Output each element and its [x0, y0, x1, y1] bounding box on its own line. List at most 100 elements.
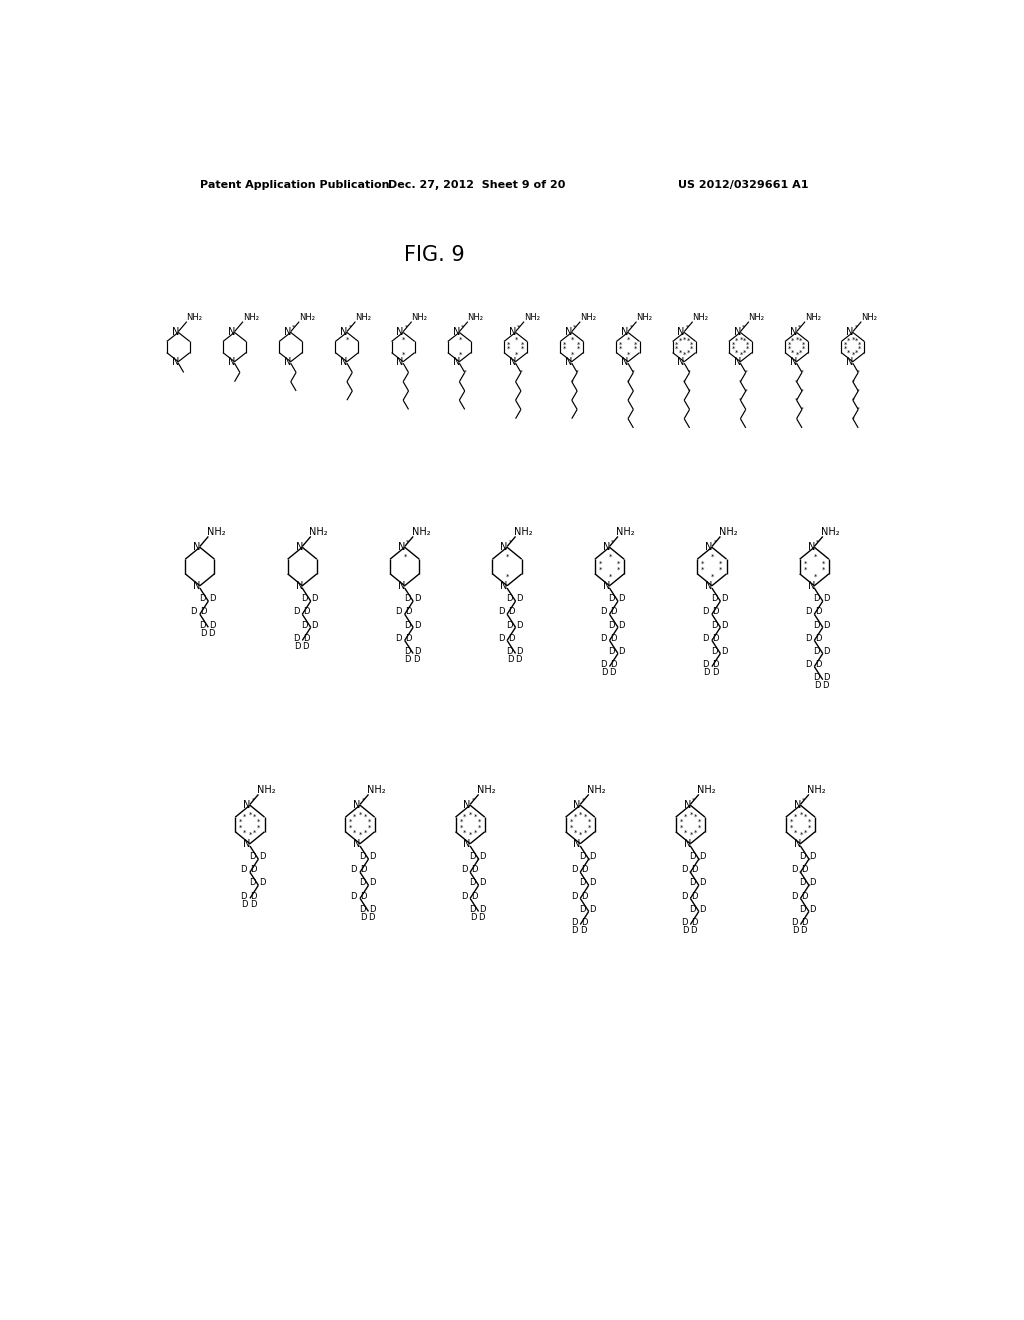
Text: D: D	[689, 879, 696, 887]
Text: D: D	[805, 634, 811, 643]
Text: D: D	[801, 891, 808, 900]
Text: D: D	[498, 607, 504, 616]
Text: D: D	[823, 594, 829, 603]
Text: *: *	[844, 342, 847, 348]
Text: N: N	[464, 800, 471, 809]
Text: D: D	[712, 668, 718, 677]
Text: *: *	[477, 858, 480, 862]
Text: D: D	[570, 917, 578, 927]
Text: D: D	[209, 594, 215, 603]
Text: N: N	[790, 327, 798, 337]
Text: N: N	[243, 800, 251, 809]
Text: *: *	[402, 351, 406, 358]
Text: D: D	[689, 904, 696, 913]
Text: D: D	[810, 879, 816, 887]
Text: D: D	[190, 607, 197, 616]
Text: D: D	[589, 879, 596, 887]
Text: *: *	[857, 388, 859, 393]
Text: *: *	[240, 824, 243, 830]
Text: NH₂: NH₂	[309, 527, 328, 537]
Text: D: D	[508, 607, 514, 616]
Text: *: *	[353, 813, 356, 820]
Text: D: D	[461, 866, 467, 874]
Text: *: *	[858, 346, 861, 352]
Text: *: *	[701, 561, 705, 566]
Text: Dec. 27, 2012  Sheet 9 of 20: Dec. 27, 2012 Sheet 9 of 20	[388, 181, 565, 190]
Text: *: *	[813, 573, 817, 579]
Text: D: D	[302, 642, 308, 651]
Text: *: *	[346, 337, 349, 342]
Text: *: *	[742, 338, 746, 345]
Text: N: N	[706, 581, 713, 591]
Text: D: D	[691, 866, 697, 874]
Text: *: *	[459, 351, 462, 358]
Text: *: *	[459, 337, 462, 342]
Text: *: *	[359, 832, 362, 837]
Text: *: *	[616, 561, 621, 566]
Text: *: *	[257, 818, 261, 825]
Text: *: *	[799, 350, 803, 356]
Text: *: *	[627, 379, 630, 384]
Text: D: D	[691, 891, 697, 900]
Text: D: D	[823, 647, 829, 656]
Text: *: *	[802, 342, 806, 348]
Text: *: *	[719, 566, 723, 573]
Text: D: D	[713, 660, 719, 669]
Text: NH₂: NH₂	[367, 785, 385, 795]
Text: N: N	[453, 358, 460, 367]
Text: D: D	[581, 866, 588, 874]
Text: D: D	[294, 642, 300, 651]
Text: *: *	[257, 824, 261, 830]
Text: N: N	[464, 840, 471, 849]
Text: *: *	[852, 351, 855, 358]
Text: D: D	[479, 879, 485, 887]
Text: D: D	[721, 647, 727, 656]
Text: N: N	[172, 358, 179, 367]
Text: *: *	[506, 553, 510, 560]
Text: *: *	[359, 812, 362, 817]
Text: *: *	[608, 553, 612, 560]
Text: D: D	[792, 927, 799, 935]
Text: *: *	[569, 824, 572, 830]
Text: D: D	[608, 594, 615, 603]
Text: *: *	[243, 829, 247, 836]
Text: *: *	[680, 818, 683, 825]
Text: *: *	[573, 325, 577, 330]
Text: *: *	[469, 832, 473, 837]
Text: N: N	[808, 543, 815, 552]
Text: D: D	[792, 891, 798, 900]
Text: *: *	[821, 561, 825, 566]
Text: *: *	[519, 370, 522, 375]
Text: *: *	[634, 342, 637, 348]
Text: *: *	[790, 818, 793, 825]
Text: *: *	[808, 818, 811, 825]
Text: N: N	[678, 327, 685, 337]
Text: *: *	[515, 337, 518, 342]
Text: D: D	[702, 660, 709, 669]
Text: *: *	[694, 829, 697, 836]
Text: D: D	[792, 917, 798, 927]
Text: NH₂: NH₂	[719, 527, 737, 537]
Text: NH₂: NH₂	[412, 527, 430, 537]
Text: D: D	[311, 594, 317, 603]
Text: *: *	[676, 346, 679, 352]
Text: D: D	[516, 620, 522, 630]
Text: NH₂: NH₂	[692, 313, 709, 322]
Text: *: *	[461, 325, 464, 330]
Text: *: *	[847, 338, 851, 345]
Text: D: D	[369, 879, 376, 887]
Text: *: *	[804, 813, 807, 820]
Text: D: D	[609, 668, 615, 677]
Text: *: *	[570, 379, 573, 384]
Text: D: D	[810, 904, 816, 913]
Text: *: *	[697, 858, 700, 862]
Text: N: N	[733, 358, 741, 367]
Text: D: D	[801, 917, 808, 927]
Text: D: D	[200, 630, 206, 638]
Text: *: *	[249, 832, 252, 837]
Text: D: D	[589, 853, 596, 861]
Text: *: *	[515, 351, 518, 358]
Text: N: N	[603, 581, 610, 591]
Text: D: D	[515, 655, 522, 664]
Text: *: *	[588, 818, 591, 825]
